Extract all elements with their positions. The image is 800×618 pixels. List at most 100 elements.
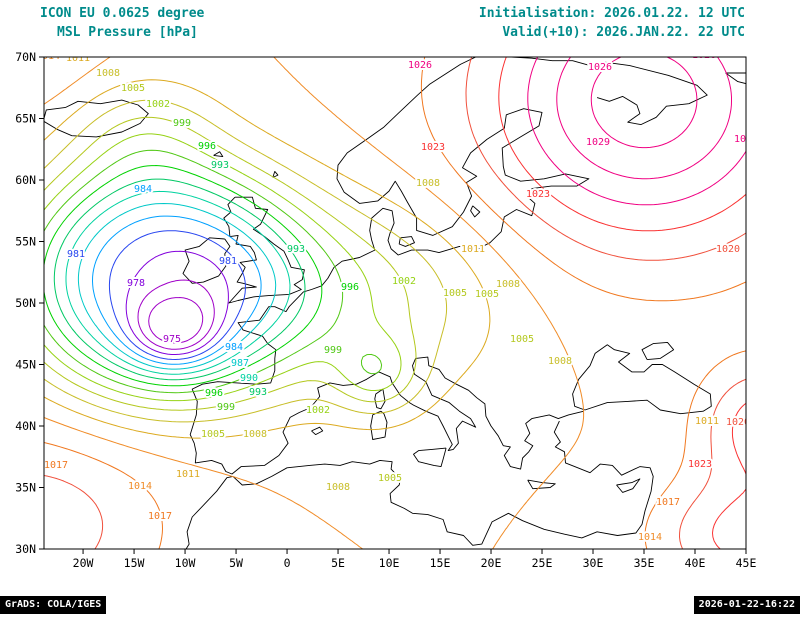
coastline [44,99,149,138]
contour-label: 978 [127,278,145,289]
isobar-996 [44,165,323,387]
contour-label: 1014 [128,481,152,492]
lon-tick-label: 15W [124,556,145,570]
lon-tick-label: 0 [284,556,291,570]
isobar-1020 [44,57,746,549]
coastline [370,410,388,440]
coastline [527,479,556,490]
lon-tick-label: 45E [736,556,757,570]
contour-label: 990 [240,373,258,384]
coastline [213,151,224,158]
coastline [572,344,712,415]
lat-tick-label: 50N [15,296,36,310]
contour-label: 1008 [416,178,440,189]
lat-tick-label: 70N [15,50,36,64]
lon-tick-label: 40E [685,556,706,570]
lon-tick-label: 10E [379,556,400,570]
contour-label: 1017 [44,460,68,471]
isobar-1029 [556,57,732,180]
contour-label: 1008 [548,356,572,367]
contour-label: 1011 [695,416,719,427]
init-time: Initialisation: 2026.01.22. 12 UTC [478,6,745,21]
contour-label: 1005 [378,473,402,484]
contour-label: 1017 [148,511,172,522]
field-title: MSL Pressure [hPa] [57,25,198,40]
lat-tick-label: 45N [15,358,36,372]
lon-tick-label: 25E [532,556,553,570]
lon-tick-label: 5W [229,556,243,570]
contour-label: 1014 [638,532,662,543]
timestamp-stamp: 2026-01-22-16:22 [693,596,800,614]
isobar-993 [53,178,306,381]
coastline [223,196,305,304]
lat-tick-label: 40N [15,419,36,433]
contour-label: 1017 [656,497,680,508]
contour-label: 996 [341,282,359,293]
contour-label: 993 [249,387,267,398]
contour-label: 1023 [688,459,712,470]
contour-label: 999 [173,118,191,129]
contour-label: 1005 [201,429,225,440]
isobar-972 [148,297,204,344]
lat-tick-label: 30N [15,542,36,556]
isobar-1017 [44,57,746,549]
contour-label: 996 [205,388,223,399]
contour-label: 1005 [475,289,499,300]
coastline [311,426,324,436]
contour-label: 981 [67,249,85,260]
coastline [616,478,641,493]
isobar-984 [92,215,262,365]
coastlines [44,57,746,549]
isobar-1014 [44,57,585,549]
contour-label: 1023 [526,189,550,200]
contour-label: 996 [198,141,216,152]
lat-tick-label: 35N [15,481,36,495]
lon-tick-label: 5E [331,556,345,570]
isobar-1011 [44,79,491,439]
contour-label: 1008 [96,68,120,79]
contour-label: 1029 [586,137,610,148]
contour-label: 984 [134,184,152,195]
isobar-975 [137,279,215,350]
isobar-981 [108,230,246,360]
lon-tick-label: 35E [634,556,655,570]
lon-tick-label: 30E [583,556,604,570]
contour-label: 975 [163,334,181,345]
lon-tick-label: 15E [430,556,451,570]
contour-label: 1011 [176,469,200,480]
coastline [374,388,386,410]
contour-label: 987 [231,358,249,369]
contour-label: 1002 [146,99,170,110]
isobar-987 [77,203,277,370]
lon-tick-label: 20W [73,556,94,570]
contour-label: 984 [225,342,243,353]
valid-time: Valid(+10): 2026.JAN.22. 22 UTC [502,25,745,40]
isobar-978 [125,250,229,355]
coastline [511,57,708,126]
contour-label: 1005 [443,288,467,299]
isobar-1026 [527,57,746,206]
isobar-1032 [590,57,698,149]
contour-label: 1002 [392,276,416,287]
coastline [182,237,231,284]
isobar-1008 [44,99,448,423]
contour-label: 1026 [408,60,432,71]
lat-tick-label: 65N [15,112,36,126]
contour-label: 1011 [66,53,90,64]
contour-label: 999 [217,402,235,413]
contour-label: 1005 [510,334,534,345]
model-title: ICON EU 0.0625 degree [40,6,205,21]
coastline [272,170,279,178]
isobar-1005 [44,116,417,411]
isobar-labels: 1014 101110081005100299999699398498197897… [36,51,758,545]
contour-label: 1014 [36,51,60,62]
contour-label: 1020 [716,244,740,255]
isobar-1002 [44,133,402,402]
contour-label: 1029 [734,134,758,145]
isobar-lines [44,57,746,549]
lon-tick-label: 10W [175,556,196,570]
grads-stamp: GrADS: COLA/IGES [0,596,107,614]
isobar-999 [44,149,383,394]
